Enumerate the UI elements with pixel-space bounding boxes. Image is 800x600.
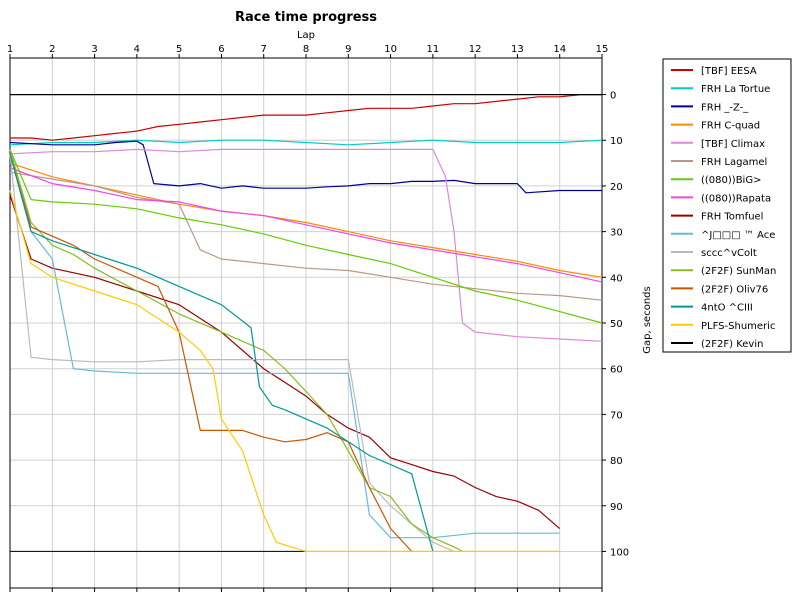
- legend-label-7: ((080))Rapata: [701, 193, 771, 204]
- y-tick-label-3: 30: [610, 228, 623, 239]
- legend-label-12: (2F2F) Oliv76: [701, 284, 768, 295]
- x-tick-label-11: 12: [469, 44, 482, 55]
- x-tick-label-9: 10: [384, 44, 397, 55]
- x-tick-label-5: 6: [218, 44, 224, 55]
- y-tick-label-1: 10: [610, 136, 623, 147]
- legend-label-6: ((080))BiG>: [701, 175, 761, 186]
- y-tick-label-6: 60: [610, 365, 623, 376]
- series-line-2: [9, 140, 602, 194]
- series-line-11: [9, 149, 463, 552]
- y-axis-label: Gap, seconds: [642, 286, 653, 353]
- x-axis-ticks: 1 2 3 4 5 6 7 8 9 10 11 12 13 14 15: [7, 44, 609, 592]
- series-line-0: [10, 93, 602, 141]
- series-line-3: [9, 162, 603, 278]
- grid-lines: [9, 58, 603, 588]
- y-tick-label-5: 50: [610, 319, 623, 330]
- legend-label-1: FRH La Tortue: [701, 84, 770, 95]
- series-lines: [9, 93, 603, 553]
- legend-label-5: FRH Lagamel: [701, 157, 767, 168]
- legend-label-0: [TBF] EESA: [701, 66, 757, 77]
- y-tick-label-2: 20: [610, 182, 623, 193]
- x-tick-label-12: 13: [511, 44, 524, 55]
- legend-label-13: 4ntO ^CIII: [701, 303, 753, 314]
- y-tick-label-8: 80: [610, 456, 623, 467]
- x-tick-label-7: 8: [303, 44, 309, 55]
- x-tick-label-10: 11: [426, 44, 439, 55]
- series-line-4: [9, 148, 603, 342]
- series-line-6: [9, 149, 603, 324]
- legend-label-10: sccc^vColt: [701, 248, 757, 259]
- legend-label-14: PLFS-Shumeric: [701, 321, 775, 332]
- legend-label-2: FRH _-Z-_: [701, 102, 749, 113]
- x-tick-label-13: 14: [553, 44, 566, 55]
- series-line-1: [9, 139, 603, 146]
- series-line-14: [9, 190, 560, 553]
- chart-title: Race time progress: [235, 10, 377, 25]
- series-line-10: [9, 153, 455, 552]
- x-tick-label-2: 3: [91, 44, 97, 55]
- x-tick-label-4: 5: [176, 44, 182, 55]
- series-line-5: [9, 171, 603, 301]
- series-line-8: [9, 194, 561, 530]
- y-tick-label-10: 100: [610, 547, 629, 558]
- legend-label-3: FRH C-quad: [701, 121, 760, 132]
- legend: [TBF] EESA FRH La Tortue FRH _-Z-_ FRH C-qu…: [662, 58, 792, 353]
- legend-label-8: FRH Tomfuel: [701, 212, 763, 223]
- y-tick-label-0: 0: [610, 91, 616, 102]
- x-tick-label-14: 15: [596, 44, 609, 55]
- y-tick-label-4: 40: [610, 273, 623, 284]
- legend-label-4: [TBF] Climax: [701, 139, 765, 150]
- legend-label-9: ^J□□□ ™ Ace: [701, 230, 775, 241]
- x-tick-label-0: 1: [7, 44, 13, 55]
- series-line-13: [9, 153, 434, 552]
- x-axis-label: Lap: [297, 30, 315, 41]
- y-tick-label-9: 90: [610, 502, 623, 513]
- series-line-7: [9, 167, 603, 283]
- x-tick-label-1: 2: [49, 44, 55, 55]
- legend-label-15: (2F2F) Kevin: [701, 339, 763, 350]
- legend-label-11: (2F2F) SunMan: [701, 266, 776, 277]
- y-axis-ticks: 0 10 20 30 40 50 60 70 80 90 100: [602, 91, 629, 558]
- x-tick-label-6: 7: [261, 44, 267, 55]
- legend-box: [662, 58, 792, 353]
- x-tick-label-8: 9: [345, 44, 351, 55]
- y-tick-label-7: 70: [610, 410, 623, 421]
- series-line-9: [9, 153, 560, 539]
- x-tick-label-3: 4: [134, 44, 140, 55]
